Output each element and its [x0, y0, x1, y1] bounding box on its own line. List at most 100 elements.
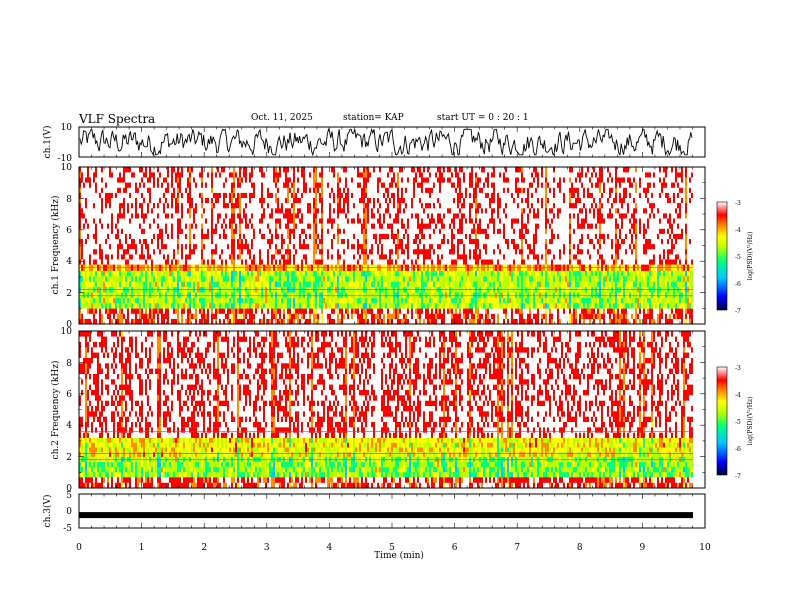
spectrogram-cell [89, 187, 91, 193]
spectrogram-cell [253, 177, 255, 183]
spectrogram-cell [99, 177, 101, 183]
spectrogram-cell [389, 223, 391, 229]
spectrogram-cell [165, 270, 167, 277]
spectrogram-cell [121, 223, 123, 229]
spectrogram-cell [169, 243, 171, 250]
spectrogram-cell [291, 270, 293, 277]
spectrogram-cell [313, 172, 315, 178]
spectrogram-cell [213, 270, 215, 277]
spectrogram-cell [141, 259, 143, 265]
spectrogram-cell [349, 243, 351, 250]
spectrogram-cell [151, 292, 153, 298]
spectrogram-cell [305, 208, 307, 214]
ch1-ytick-bottom: -10 [58, 154, 73, 164]
spectrogram-cell [161, 318, 163, 324]
spectrogram-cell [349, 276, 351, 282]
spectrogram-cell [111, 259, 113, 265]
spectrogram-cell [197, 172, 199, 178]
spectrogram-cell [139, 292, 141, 298]
spectrogram-cell [201, 177, 203, 183]
spectrogram-cell [263, 233, 265, 239]
spectrogram-cell [235, 177, 237, 183]
spectrogram-cell [179, 292, 181, 298]
spectrogram-cell [163, 259, 165, 265]
spectrogram-cell [245, 192, 247, 198]
spectrogram-cell [391, 276, 393, 282]
spectrogram-cell [95, 318, 97, 324]
spectrogram-cell [217, 276, 219, 282]
spectrogram-cell [93, 228, 95, 234]
spectrogram-cell [229, 228, 231, 234]
spectrogram-cell [321, 197, 323, 204]
spectrogram-cell [117, 302, 119, 309]
spectrogram-cell [263, 182, 265, 188]
spectrogram-cell [91, 223, 93, 229]
spectrogram-cell [357, 192, 359, 198]
spectrogram-cell [267, 197, 269, 204]
spectrogram-cell [211, 276, 213, 282]
spectrogram-cell [247, 223, 249, 229]
spectrogram-cell [365, 292, 367, 298]
spectrogram-cell [251, 297, 253, 304]
spectrogram-cell [109, 276, 111, 282]
spectrogram-cell [289, 254, 291, 260]
spectrogram-cell [395, 208, 397, 214]
spectrogram-cell [257, 270, 259, 277]
spectrogram-cell [301, 292, 303, 298]
spectrogram-cell [197, 318, 199, 324]
spectrogram-cell [209, 270, 211, 277]
spectrogram-cell [259, 208, 261, 214]
spectrogram-cell [353, 238, 355, 245]
spectrogram-cell [147, 197, 149, 204]
spectrogram-cell [311, 238, 313, 245]
spectrogram-cell [87, 177, 89, 183]
spectrogram-cell [101, 254, 103, 260]
spectrogram-cell [141, 276, 143, 282]
spectrogram-cell [285, 308, 287, 314]
spectrogram-cell [175, 172, 177, 178]
spectrogram-cell [303, 218, 305, 224]
spectrogram-cell [83, 292, 85, 298]
spectrogram-cell [371, 238, 373, 245]
spectrogram-cell [155, 182, 157, 188]
spectrogram-cell [127, 297, 129, 304]
spectrogram-cell [215, 167, 217, 173]
spectrogram-cell [357, 182, 359, 188]
spectrogram-cell [203, 233, 205, 239]
spectrogram-cell [245, 167, 247, 173]
spectrogram-cell [385, 167, 387, 173]
spectrogram-cell [399, 259, 401, 265]
spectrogram-cell [129, 202, 131, 209]
spectrogram-cell [165, 292, 167, 298]
spectrogram-cell [213, 167, 215, 173]
spectrogram-cell [157, 192, 159, 198]
spectrogram-cell [327, 172, 329, 178]
spectrogram-cell [377, 238, 379, 245]
spectrogram-cell [301, 313, 303, 319]
spectrogram-cell [105, 177, 107, 183]
spectrogram-cell [261, 177, 263, 183]
spectrogram-cell [103, 318, 105, 324]
spectrogram-cell [161, 213, 163, 219]
spectrogram-cell [233, 270, 235, 277]
spectrogram-cell [287, 182, 289, 188]
spectrogram-cell [129, 233, 131, 239]
spectrogram-cell [245, 243, 247, 250]
spectrogram-cell [107, 259, 109, 265]
spectrogram-cell [97, 177, 99, 183]
spectrogram-cell [79, 167, 81, 173]
spectrogram-cell [83, 213, 85, 219]
spectrogram-cell [167, 223, 169, 229]
spectrogram-cell [371, 292, 373, 298]
spectrogram-cell [227, 254, 229, 260]
spectrogram-cell [325, 213, 327, 219]
spectrogram-cell [79, 233, 81, 239]
spectrogram-cell [175, 302, 177, 309]
spectrogram-cell [295, 208, 297, 214]
spectrogram-cell [87, 259, 89, 265]
spectrogram-cell [123, 243, 125, 250]
spectrogram-cell [91, 313, 93, 319]
spectrogram-cell [359, 318, 361, 324]
spectrogram-cell [173, 228, 175, 234]
spectrogram-cell [201, 218, 203, 224]
